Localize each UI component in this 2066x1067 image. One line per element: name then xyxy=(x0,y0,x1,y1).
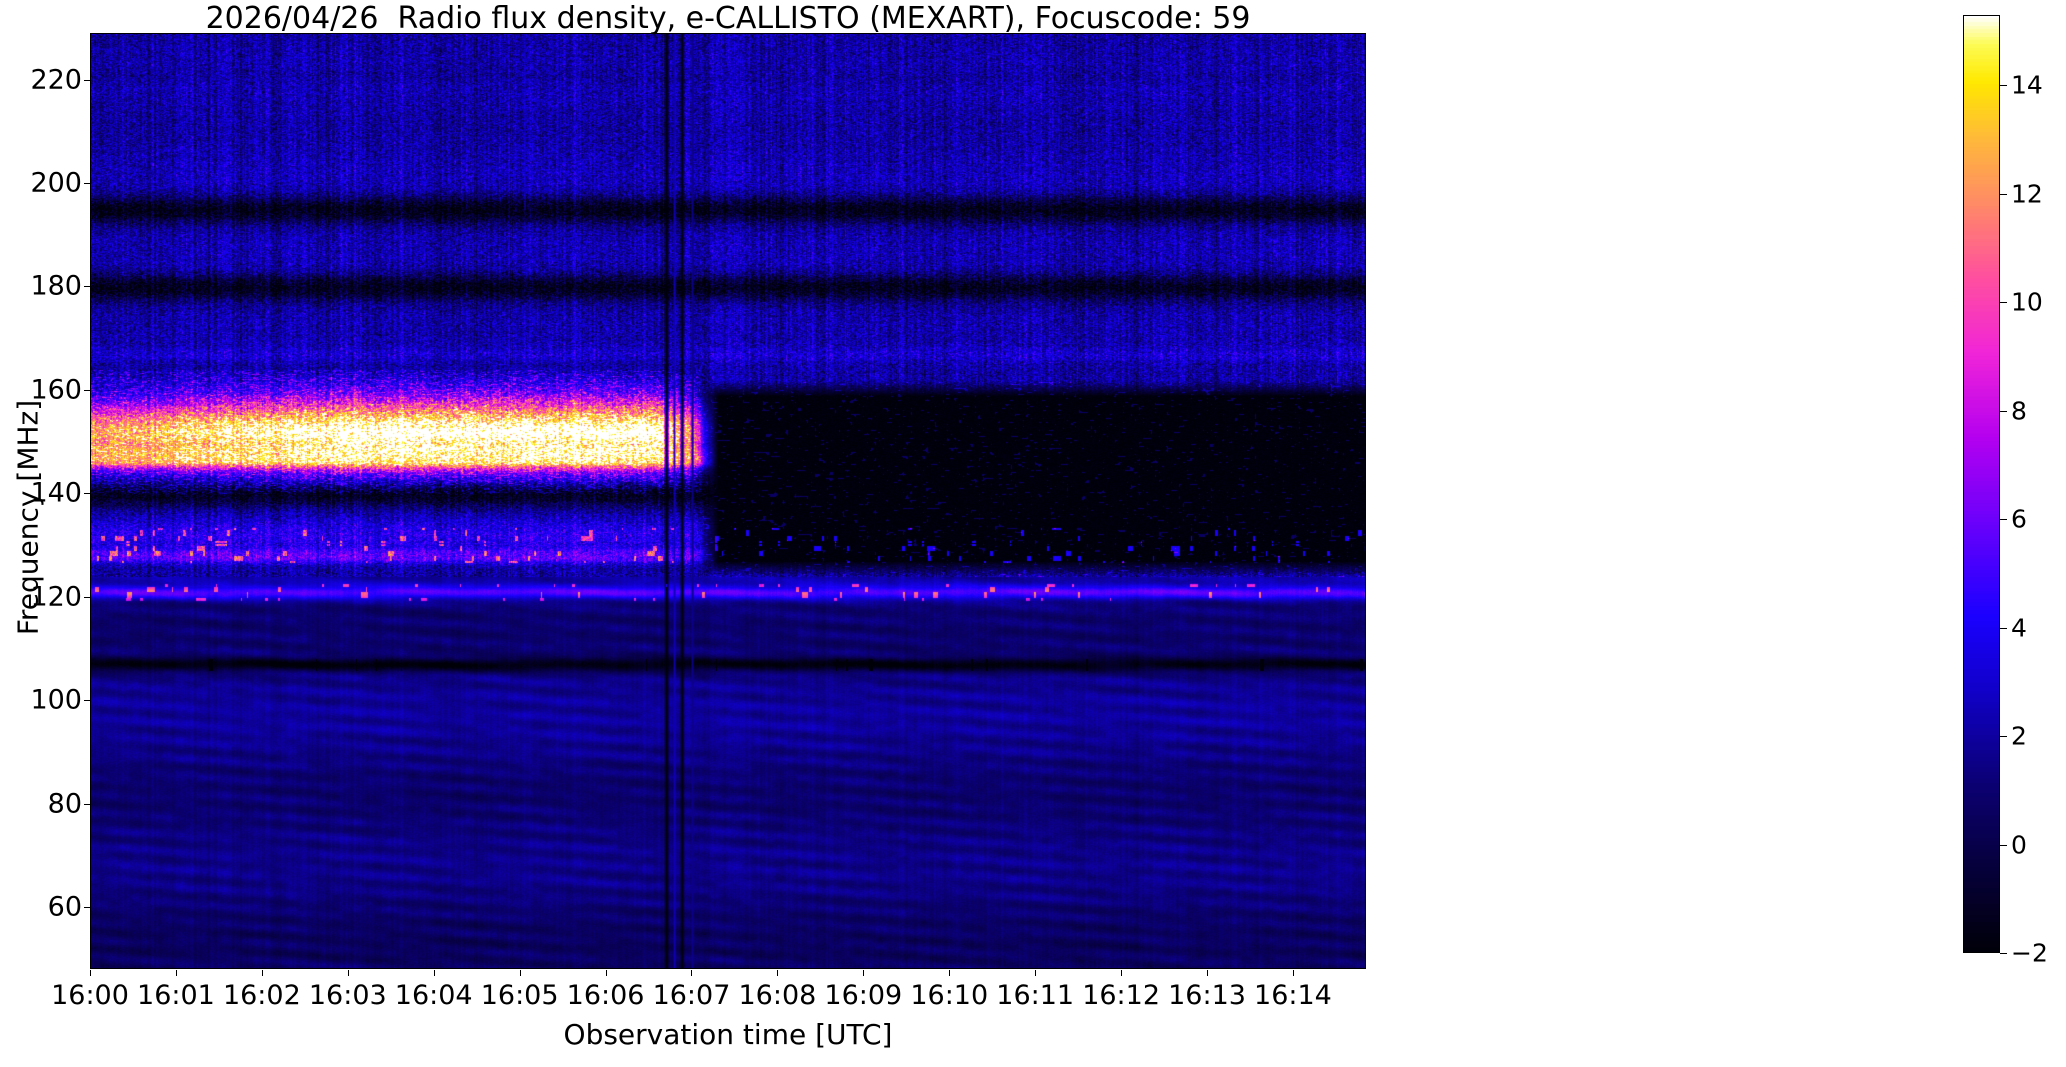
y-tick-label: 80 xyxy=(47,788,82,820)
y-tick-mark xyxy=(84,906,90,908)
x-tick-label: 16:03 xyxy=(308,980,387,1011)
x-tick-mark xyxy=(1292,970,1294,976)
colorbar-gradient xyxy=(1964,16,1999,952)
y-tick-label: 180 xyxy=(30,270,82,302)
colorbar-tick-mark xyxy=(2000,85,2007,87)
page-title: 2026/04/26 Radio flux density, e-CALLIST… xyxy=(205,1,1251,36)
x-tick-label: 16:05 xyxy=(480,980,559,1011)
y-tick-label: 160 xyxy=(30,374,82,406)
x-tick-mark xyxy=(433,970,435,976)
y-tick-label: 140 xyxy=(30,477,82,509)
x-tick-mark xyxy=(1121,970,1123,976)
y-axis-tick-labels: 220 200 180 160 140 120 100 80 60 xyxy=(0,0,82,1067)
y-tick-label: 60 xyxy=(47,891,82,923)
colorbar-tick-mark xyxy=(2000,193,2007,195)
x-tick-mark xyxy=(777,970,779,976)
x-tick-label: 16:07 xyxy=(652,980,731,1011)
colorbar-tick-label: −2 xyxy=(2011,938,2048,968)
x-tick-label: 16:06 xyxy=(566,980,645,1011)
x-tick-label: 16:13 xyxy=(1168,980,1246,1011)
x-tick-label: 16:14 xyxy=(1254,980,1332,1011)
colorbar-tick-mark xyxy=(2000,302,2007,304)
x-tick-mark xyxy=(1207,970,1209,976)
x-tick-mark xyxy=(175,970,177,976)
colorbar-tick-mark xyxy=(2000,627,2007,629)
y-tick-label: 100 xyxy=(30,684,82,716)
y-axis-label: Frequency [MHz] xyxy=(11,399,45,636)
y-tick-mark xyxy=(84,182,90,184)
colorbar-tick-mark xyxy=(2000,410,2007,412)
x-tick-label: 16:04 xyxy=(394,980,473,1011)
y-tick-mark xyxy=(84,596,90,598)
colorbar-tick-label: 2 xyxy=(2011,721,2027,751)
x-tick-mark xyxy=(863,970,865,976)
x-tick-mark xyxy=(949,970,951,976)
y-tick-mark xyxy=(84,803,90,805)
x-tick-mark xyxy=(519,970,521,976)
x-tick-label: 16:10 xyxy=(910,980,989,1011)
colorbar-tick-mark xyxy=(2000,736,2007,738)
colorbar-tick-label: 14 xyxy=(2011,70,2043,100)
x-tick-label: 16:02 xyxy=(222,980,301,1011)
y-tick-label: 200 xyxy=(30,167,82,199)
x-tick-mark xyxy=(605,970,607,976)
colorbar-tick-mark xyxy=(2000,844,2007,846)
y-tick-mark xyxy=(84,493,90,495)
x-tick-mark xyxy=(691,970,693,976)
y-tick-mark xyxy=(84,79,90,81)
y-tick-mark xyxy=(84,286,90,288)
x-axis-label: Observation time [UTC] xyxy=(563,1018,893,1051)
x-tick-label: 16:01 xyxy=(137,980,215,1011)
x-tick-mark xyxy=(90,970,91,976)
x-tick-label: 16:00 xyxy=(51,980,129,1011)
spectrogram-image[interactable] xyxy=(91,34,1365,968)
colorbar-tick-mark xyxy=(2000,953,2007,954)
colorbar-tick-label: 12 xyxy=(2011,179,2043,209)
x-tick-label: 16:11 xyxy=(996,980,1075,1011)
y-tick-label: 220 xyxy=(30,64,82,96)
colorbar-tick-label: 0 xyxy=(2011,830,2027,860)
spectrogram-axes[interactable] xyxy=(90,33,1366,969)
colorbar-tick-label: 10 xyxy=(2011,287,2043,317)
colorbar-tick-label: 4 xyxy=(2011,613,2027,643)
y-tick-mark xyxy=(84,700,90,702)
colorbar-tick-label: 6 xyxy=(2011,504,2027,534)
x-tick-mark xyxy=(261,970,263,976)
colorbar-tick-mark xyxy=(2000,519,2007,521)
y-tick-mark xyxy=(84,389,90,391)
colorbar-tick-label: 8 xyxy=(2011,396,2027,426)
x-tick-label: 16:12 xyxy=(1082,980,1161,1011)
x-tick-mark xyxy=(347,970,349,976)
x-tick-label: 16:08 xyxy=(738,980,817,1011)
x-tick-label: 16:09 xyxy=(824,980,903,1011)
colorbar[interactable] xyxy=(1963,15,2000,953)
y-tick-label: 120 xyxy=(30,581,82,613)
x-tick-mark xyxy=(1035,970,1037,976)
